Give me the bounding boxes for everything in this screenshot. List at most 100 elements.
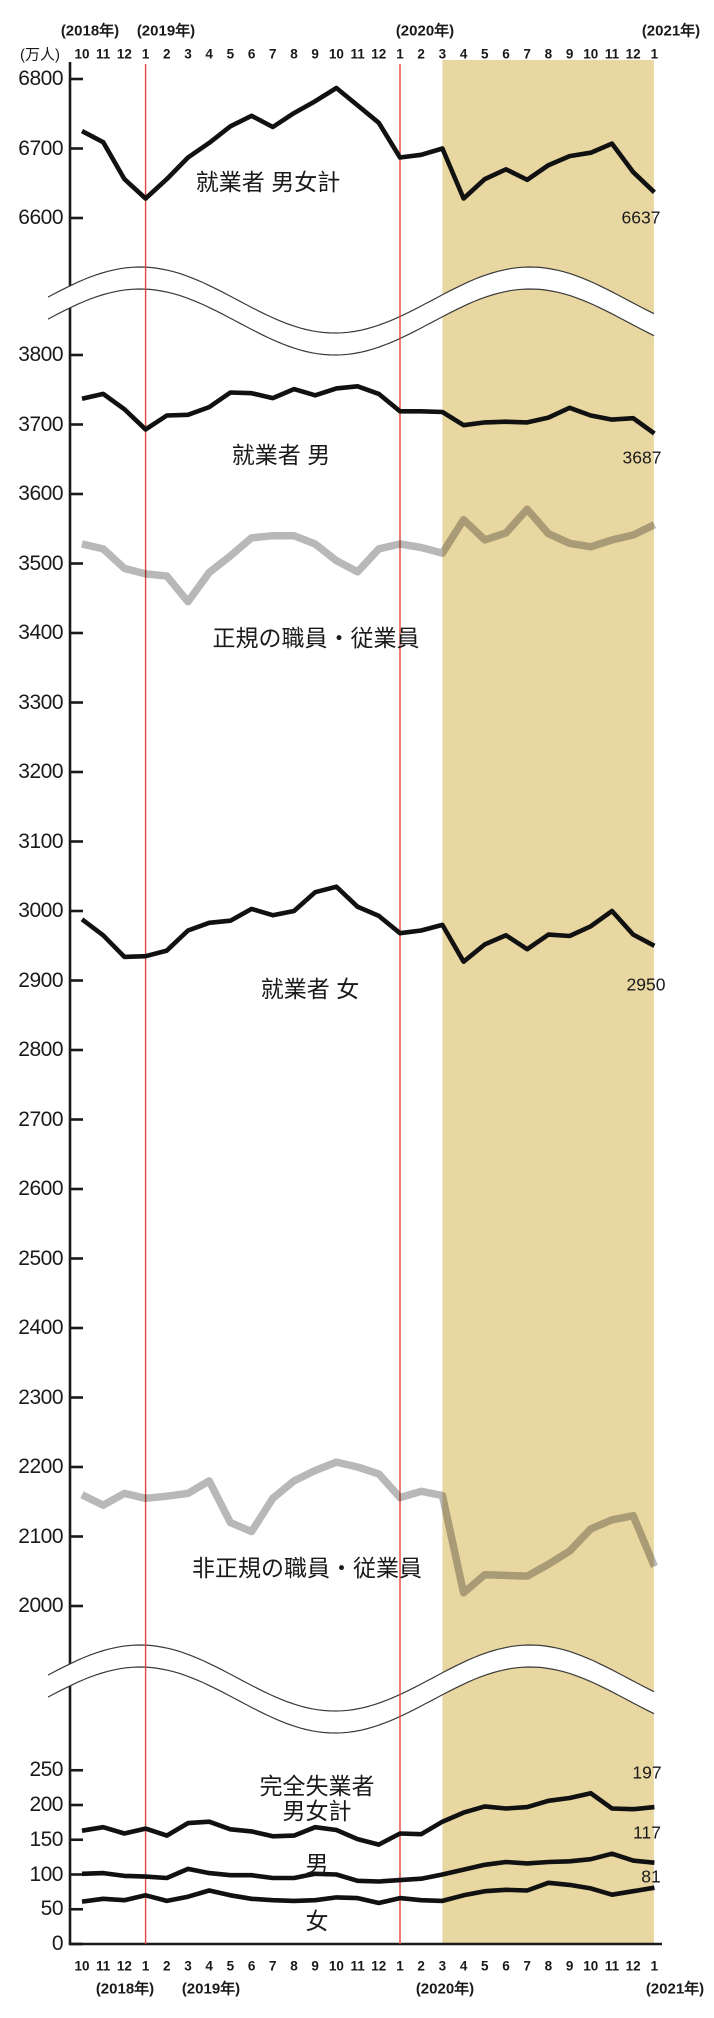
- month-label-top: 6: [247, 46, 256, 62]
- month-label-top: 9: [565, 46, 574, 62]
- unit-label: (万人): [20, 46, 60, 64]
- month-label-bottom: 12: [116, 1958, 132, 1974]
- y-tick-label: 2000: [18, 1594, 63, 1617]
- month-label-top: 4: [205, 46, 213, 62]
- month-label-bottom: 2: [163, 1958, 171, 1974]
- y-tick-label: 2500: [18, 1246, 63, 1270]
- axis-break-line-upper: [47, 1644, 655, 1712]
- y-tick-label: 50: [40, 1897, 64, 1921]
- axis-break-line-upper: [47, 266, 655, 334]
- month-label-bottom: 4: [205, 1958, 213, 1974]
- month-label-top: 11: [604, 46, 620, 62]
- year-label-top-2019: (2019年): [136, 22, 196, 40]
- axis-break-line-lower: [47, 288, 655, 356]
- end-value-employed-women: 2950: [626, 974, 666, 995]
- year-label-bottom-2021: (2021年): [645, 1980, 705, 1998]
- axis-break-line-lower: [47, 1666, 655, 1734]
- month-label-top: 10: [74, 46, 90, 62]
- axis-break-band: [48, 267, 654, 355]
- month-label-bottom: 8: [544, 1958, 553, 1974]
- month-label-bottom: 3: [184, 1958, 192, 1974]
- month-label-bottom: 7: [269, 1958, 277, 1974]
- y-tick-label: 2200: [18, 1455, 63, 1478]
- y-tick-label: 2300: [18, 1385, 63, 1409]
- month-label-bottom: 7: [523, 1958, 531, 1974]
- series-label-employed-total: 就業者 男女計: [195, 169, 341, 195]
- month-label-bottom: 1: [396, 1958, 404, 1974]
- y-tick-label: 100: [29, 1862, 63, 1886]
- y-tick-label: 6700: [18, 136, 63, 160]
- month-label-top: 5: [481, 46, 489, 62]
- y-tick-label: 3700: [18, 412, 63, 436]
- highlight-band-covid-period: [442, 60, 654, 1944]
- month-label-top: 1: [396, 46, 404, 62]
- y-tick-label: 2100: [18, 1524, 63, 1548]
- month-label-bottom: 10: [74, 1958, 90, 1974]
- month-label-bottom: 10: [583, 1958, 599, 1974]
- month-label-top: 2: [163, 46, 171, 62]
- y-tick-label: 2600: [18, 1177, 63, 1200]
- series-label-nonregular-staff: 非正規の職員・従業員: [192, 1555, 422, 1581]
- month-label-bottom: 11: [350, 1958, 365, 1974]
- series-line-正規の職員・従業員: [81, 505, 657, 606]
- month-label-top: 11: [350, 46, 365, 62]
- y-tick-label: 0: [51, 1932, 64, 1955]
- month-label-bottom: 5: [226, 1958, 235, 1974]
- month-label-top: 7: [523, 46, 531, 62]
- month-label-top: 1: [650, 46, 659, 62]
- y-tick-label: 3800: [18, 343, 63, 366]
- series-label-employed-men: 就業者 男: [231, 442, 331, 468]
- series-line-就業者 男: [81, 383, 656, 436]
- series-label-unemployed-women: 女: [305, 1908, 329, 1934]
- month-label-bottom: 10: [328, 1958, 344, 1974]
- month-label-bottom: 6: [247, 1958, 256, 1974]
- month-label-top: 3: [184, 46, 192, 62]
- y-tick-label: 6600: [18, 206, 63, 229]
- y-tick-label: 3400: [18, 621, 63, 644]
- y-tick-label: 3200: [18, 760, 63, 783]
- year-label-top-2021: (2021年): [641, 22, 701, 40]
- month-label-top: 2: [417, 46, 425, 62]
- series-label-unemployed-line1: 完全失業者: [259, 1773, 375, 1799]
- month-label-top: 3: [438, 46, 447, 62]
- month-label-top: 1: [141, 46, 150, 62]
- y-tick-label: 2400: [18, 1316, 63, 1339]
- year-label-bottom-2019: (2019年): [181, 1980, 241, 1998]
- series-line-就業者 男女計: [80, 85, 656, 201]
- month-label-bottom: 12: [371, 1958, 387, 1974]
- series-line-非正規の職員・従業員: [80, 1458, 658, 1597]
- y-tick-label: 200: [29, 1793, 63, 1816]
- month-label-top: 11: [96, 46, 111, 62]
- series-label-employed-women: 就業者 女: [260, 976, 360, 1002]
- month-label-bottom: 12: [625, 1958, 641, 1974]
- month-label-top: 7: [269, 46, 277, 62]
- y-tick-label: 3100: [18, 829, 63, 853]
- year-label-bottom-2018: (2018年): [95, 1980, 155, 1998]
- month-label-bottom: 9: [565, 1958, 574, 1974]
- month-label-bottom: 11: [96, 1958, 111, 1974]
- y-tick-label: 2700: [18, 1107, 63, 1131]
- month-label-top: 12: [625, 46, 641, 62]
- series-label-unemployed-men: 男: [305, 1851, 329, 1877]
- y-tick-label: 150: [29, 1827, 63, 1851]
- series-line-女: [81, 1880, 655, 1906]
- month-label-bottom: 11: [604, 1958, 620, 1974]
- series-line-男: [81, 1851, 655, 1884]
- y-tick-label: 3600: [18, 482, 63, 505]
- series-label-unemployed-total: 完全失業者 男女計: [260, 1774, 375, 1824]
- month-label-top: 10: [583, 46, 599, 62]
- month-label-bottom: 1: [650, 1958, 659, 1974]
- month-label-top: 6: [502, 46, 510, 62]
- month-label-top: 12: [371, 46, 387, 62]
- y-tick-label: 2800: [18, 1038, 63, 1061]
- month-label-top: 5: [226, 46, 235, 62]
- end-value-unemployed-men: 117: [633, 1822, 661, 1843]
- end-value-employed-men: 3687: [622, 447, 662, 468]
- series-label-regular-staff: 正規の職員・従業員: [212, 625, 420, 651]
- axis-break-band: [48, 1645, 654, 1733]
- series-line-就業者 女: [80, 884, 656, 965]
- month-label-bottom: 4: [459, 1958, 468, 1974]
- end-value-employed-total: 6637: [621, 207, 661, 228]
